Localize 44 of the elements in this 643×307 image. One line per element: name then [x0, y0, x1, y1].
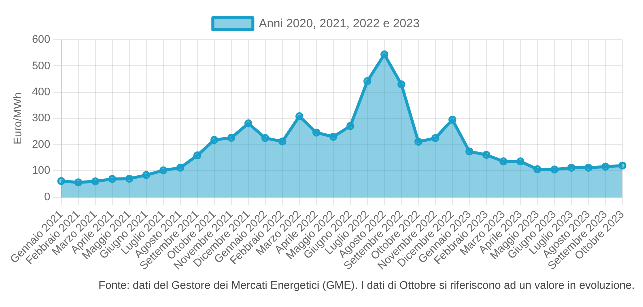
legend-label: Anni 2020, 2021, 2022 e 2023 — [259, 16, 420, 30]
y-tick-label: 500 — [32, 60, 51, 72]
point — [210, 136, 219, 144]
point — [126, 174, 134, 183]
point — [176, 164, 185, 172]
point — [602, 162, 610, 171]
point — [432, 134, 440, 142]
source-note: Fonte: dati del Gestore dei Mercati Energetici (GME). I dati di Ottobre si riferiscono ad un valore in evoluzione. — [98, 280, 635, 292]
point — [618, 162, 627, 170]
point — [330, 133, 338, 142]
point — [398, 80, 406, 89]
point — [448, 116, 457, 124]
point — [194, 152, 202, 160]
point — [466, 148, 474, 156]
y-tick-label: 600 — [32, 34, 51, 46]
y-tick-label: 400 — [32, 86, 51, 98]
y-tick-label: 100 — [32, 165, 51, 178]
point — [414, 138, 423, 146]
point — [584, 164, 593, 172]
point — [380, 50, 389, 59]
y-tick-label: 0 — [44, 191, 51, 204]
point — [142, 171, 151, 180]
point — [500, 158, 508, 166]
point — [244, 120, 253, 128]
point — [550, 166, 559, 174]
point — [516, 158, 525, 166]
point — [296, 112, 304, 121]
point — [58, 177, 66, 186]
point — [92, 178, 100, 186]
y-tick-label: 300 — [32, 112, 51, 125]
point — [482, 151, 491, 160]
point — [568, 164, 576, 172]
point — [278, 138, 287, 146]
point — [74, 178, 83, 187]
point — [228, 134, 236, 142]
y-tick-label: 200 — [32, 138, 51, 151]
point — [534, 166, 542, 174]
point — [312, 128, 321, 137]
point — [346, 122, 355, 130]
point — [160, 166, 168, 175]
point — [262, 134, 270, 142]
point — [364, 77, 372, 86]
point — [108, 175, 117, 184]
y-axis-title: Euro/MWh — [12, 92, 25, 145]
